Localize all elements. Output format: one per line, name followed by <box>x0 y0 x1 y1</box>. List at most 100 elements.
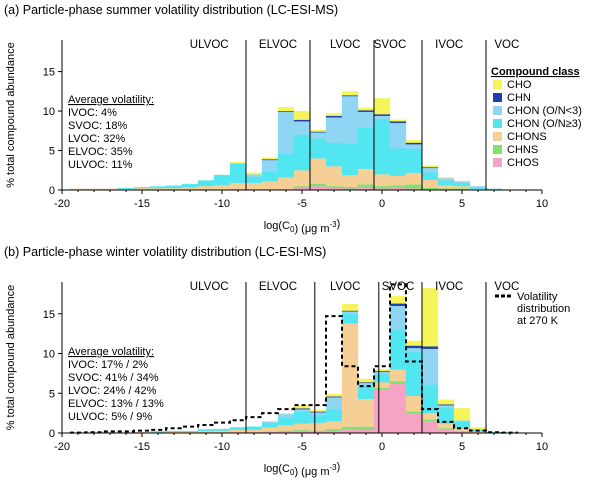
bar-segment <box>485 188 503 190</box>
bar-segment <box>389 383 407 434</box>
bar-segment <box>309 138 327 159</box>
bar-segment <box>229 162 247 164</box>
y-tick-label: 15 <box>43 309 55 321</box>
bar-segment <box>357 426 375 430</box>
bar-segment <box>229 427 247 430</box>
bar-segment <box>261 181 279 190</box>
bar-segment <box>437 178 455 181</box>
bar-segment <box>309 183 327 187</box>
bar-segment <box>405 142 423 145</box>
bar-segment <box>325 397 343 410</box>
bar-segment <box>213 428 231 431</box>
bar-segment <box>421 172 439 180</box>
x-tick-label: 5 <box>459 198 465 210</box>
bar-segment <box>149 186 167 189</box>
bar-segment <box>341 174 359 187</box>
bar-segment <box>293 405 311 409</box>
bar-segment <box>373 118 391 175</box>
bar-segment <box>85 188 103 190</box>
bar-segment <box>373 381 391 388</box>
bar-segment <box>197 429 215 432</box>
average-volatility-title: Average volatility: <box>68 346 154 358</box>
bar-segment <box>437 405 455 408</box>
bar-segment <box>421 348 439 385</box>
x-tick-label: 10 <box>536 198 548 210</box>
x-tick-label: -20 <box>54 441 70 453</box>
bar-segment <box>373 374 391 383</box>
bar-segment <box>149 431 167 433</box>
x-tick-label: -20 <box>54 198 70 210</box>
bar-segment <box>133 187 151 190</box>
line-legend-label: distribution <box>517 303 570 315</box>
bar-segment <box>421 346 439 349</box>
bar-segment <box>341 304 359 311</box>
average-volatility-item: SVOC: 18% <box>68 120 128 132</box>
bar-segment <box>293 119 311 122</box>
bar-segment <box>181 187 199 190</box>
bar-segment <box>293 110 311 120</box>
bar-segment <box>309 422 327 431</box>
bar-segment <box>389 381 407 384</box>
bar-segment <box>325 428 343 431</box>
band-label: SVOC <box>382 281 415 293</box>
bar-segment <box>293 134 311 171</box>
bar-segment <box>277 417 295 426</box>
bar-segment <box>389 148 407 176</box>
x-tick-label: -5 <box>297 198 307 210</box>
bar-segment <box>325 420 343 430</box>
bar-segment <box>165 187 183 190</box>
bar-segment <box>405 345 423 349</box>
bar-segment <box>277 177 295 190</box>
bar-segment <box>421 165 439 168</box>
bar-segment <box>309 414 327 423</box>
x-tick-label: -15 <box>134 441 150 453</box>
y-tick-label: 0 <box>49 185 55 197</box>
bar-segment <box>229 163 247 184</box>
bar-segment <box>389 175 407 186</box>
bar-segment <box>261 427 279 432</box>
band-label: ULVOC <box>190 39 229 51</box>
legend-label: CHNS <box>507 144 538 156</box>
chart-panel-0: (a) Particle-phase summer volatility dis… <box>4 3 582 235</box>
y-tick-label: 5 <box>49 388 55 400</box>
band-label: ELVOC <box>259 281 297 293</box>
bar-segment <box>373 185 391 189</box>
average-volatility-item: LVOC: 24% / 42% <box>68 385 157 397</box>
bar-segment <box>405 411 423 414</box>
chart-panel-1: (b) Particle-phase winter volatility dis… <box>4 245 570 478</box>
average-volatility-item: SVOC: 41% / 34% <box>68 372 159 384</box>
legend-swatch <box>493 145 502 154</box>
band-label: IVOC <box>435 281 463 293</box>
bar-segment <box>181 183 199 188</box>
bar-segment <box>389 369 407 382</box>
legend-swatch <box>493 93 502 102</box>
chart-title: (b) Particle-phase winter volatility dis… <box>4 245 326 259</box>
x-tick-label: 10 <box>536 441 548 453</box>
bar-segment <box>341 311 359 314</box>
bar-segment <box>357 385 375 399</box>
bar-segment <box>437 180 455 186</box>
bar-segment <box>357 184 375 188</box>
average-volatility-item: IVOC: 17% / 2% <box>68 359 148 371</box>
x-tick-label: -10 <box>214 198 230 210</box>
bar-segment <box>245 182 263 190</box>
bar-segment <box>309 158 327 184</box>
y-axis-label: % total compound abundance <box>5 42 17 188</box>
bar-segment <box>421 187 439 190</box>
average-volatility-item: ULVOC: 11% <box>68 159 133 171</box>
legend-swatch <box>493 158 502 167</box>
bar-segment <box>341 91 359 96</box>
bar-group <box>133 288 503 434</box>
x-tick-label: -15 <box>134 198 150 210</box>
x-axis-label: log(C0) (μg m-3) <box>264 218 341 235</box>
bar-segment <box>197 180 215 187</box>
bar-segment <box>341 323 359 427</box>
average-volatility-item: ULVOC: 5% / 9% <box>68 411 152 423</box>
legend-label: CHO <box>507 79 532 91</box>
bar-segment <box>325 142 343 167</box>
bar-segment <box>437 399 455 405</box>
bar-segment <box>309 412 327 415</box>
bar-segment <box>437 177 455 179</box>
legend-label: CHOS <box>507 157 539 169</box>
